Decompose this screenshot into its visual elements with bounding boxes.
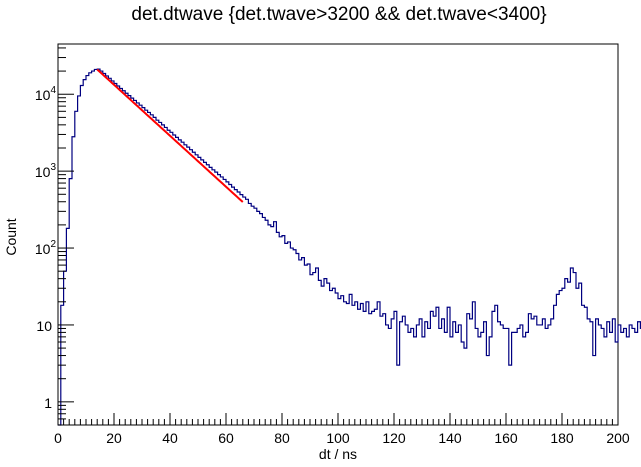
chart-title: det.dtwave {det.twave>3200 && det.twave<… xyxy=(131,4,546,25)
y-axis-label: Count xyxy=(3,218,19,255)
y-tick-label: 102 xyxy=(35,239,57,257)
x-tick-label: 200 xyxy=(606,430,630,446)
x-tick-label: 0 xyxy=(54,430,62,446)
x-tick-label: 100 xyxy=(326,430,350,446)
y-tick-label: 104 xyxy=(35,85,57,103)
x-tick-label: 60 xyxy=(218,430,234,446)
plot-frame xyxy=(57,43,619,426)
x-tick-label: 80 xyxy=(274,430,290,446)
y-tick-label: 1 xyxy=(44,395,52,411)
histogram-series xyxy=(58,68,641,426)
x-tick-label: 160 xyxy=(494,430,518,446)
y-tick-label: 103 xyxy=(35,162,57,180)
x-tick-label: 180 xyxy=(550,430,574,446)
x-tick-label: 20 xyxy=(106,430,122,446)
x-axis-label: dt / ns xyxy=(319,446,357,462)
x-tick-label: 120 xyxy=(382,430,406,446)
x-tick-label: 140 xyxy=(438,430,462,446)
y-tick-label: 10 xyxy=(36,318,52,334)
x-tick-label: 40 xyxy=(162,430,178,446)
fit-line xyxy=(96,68,244,203)
